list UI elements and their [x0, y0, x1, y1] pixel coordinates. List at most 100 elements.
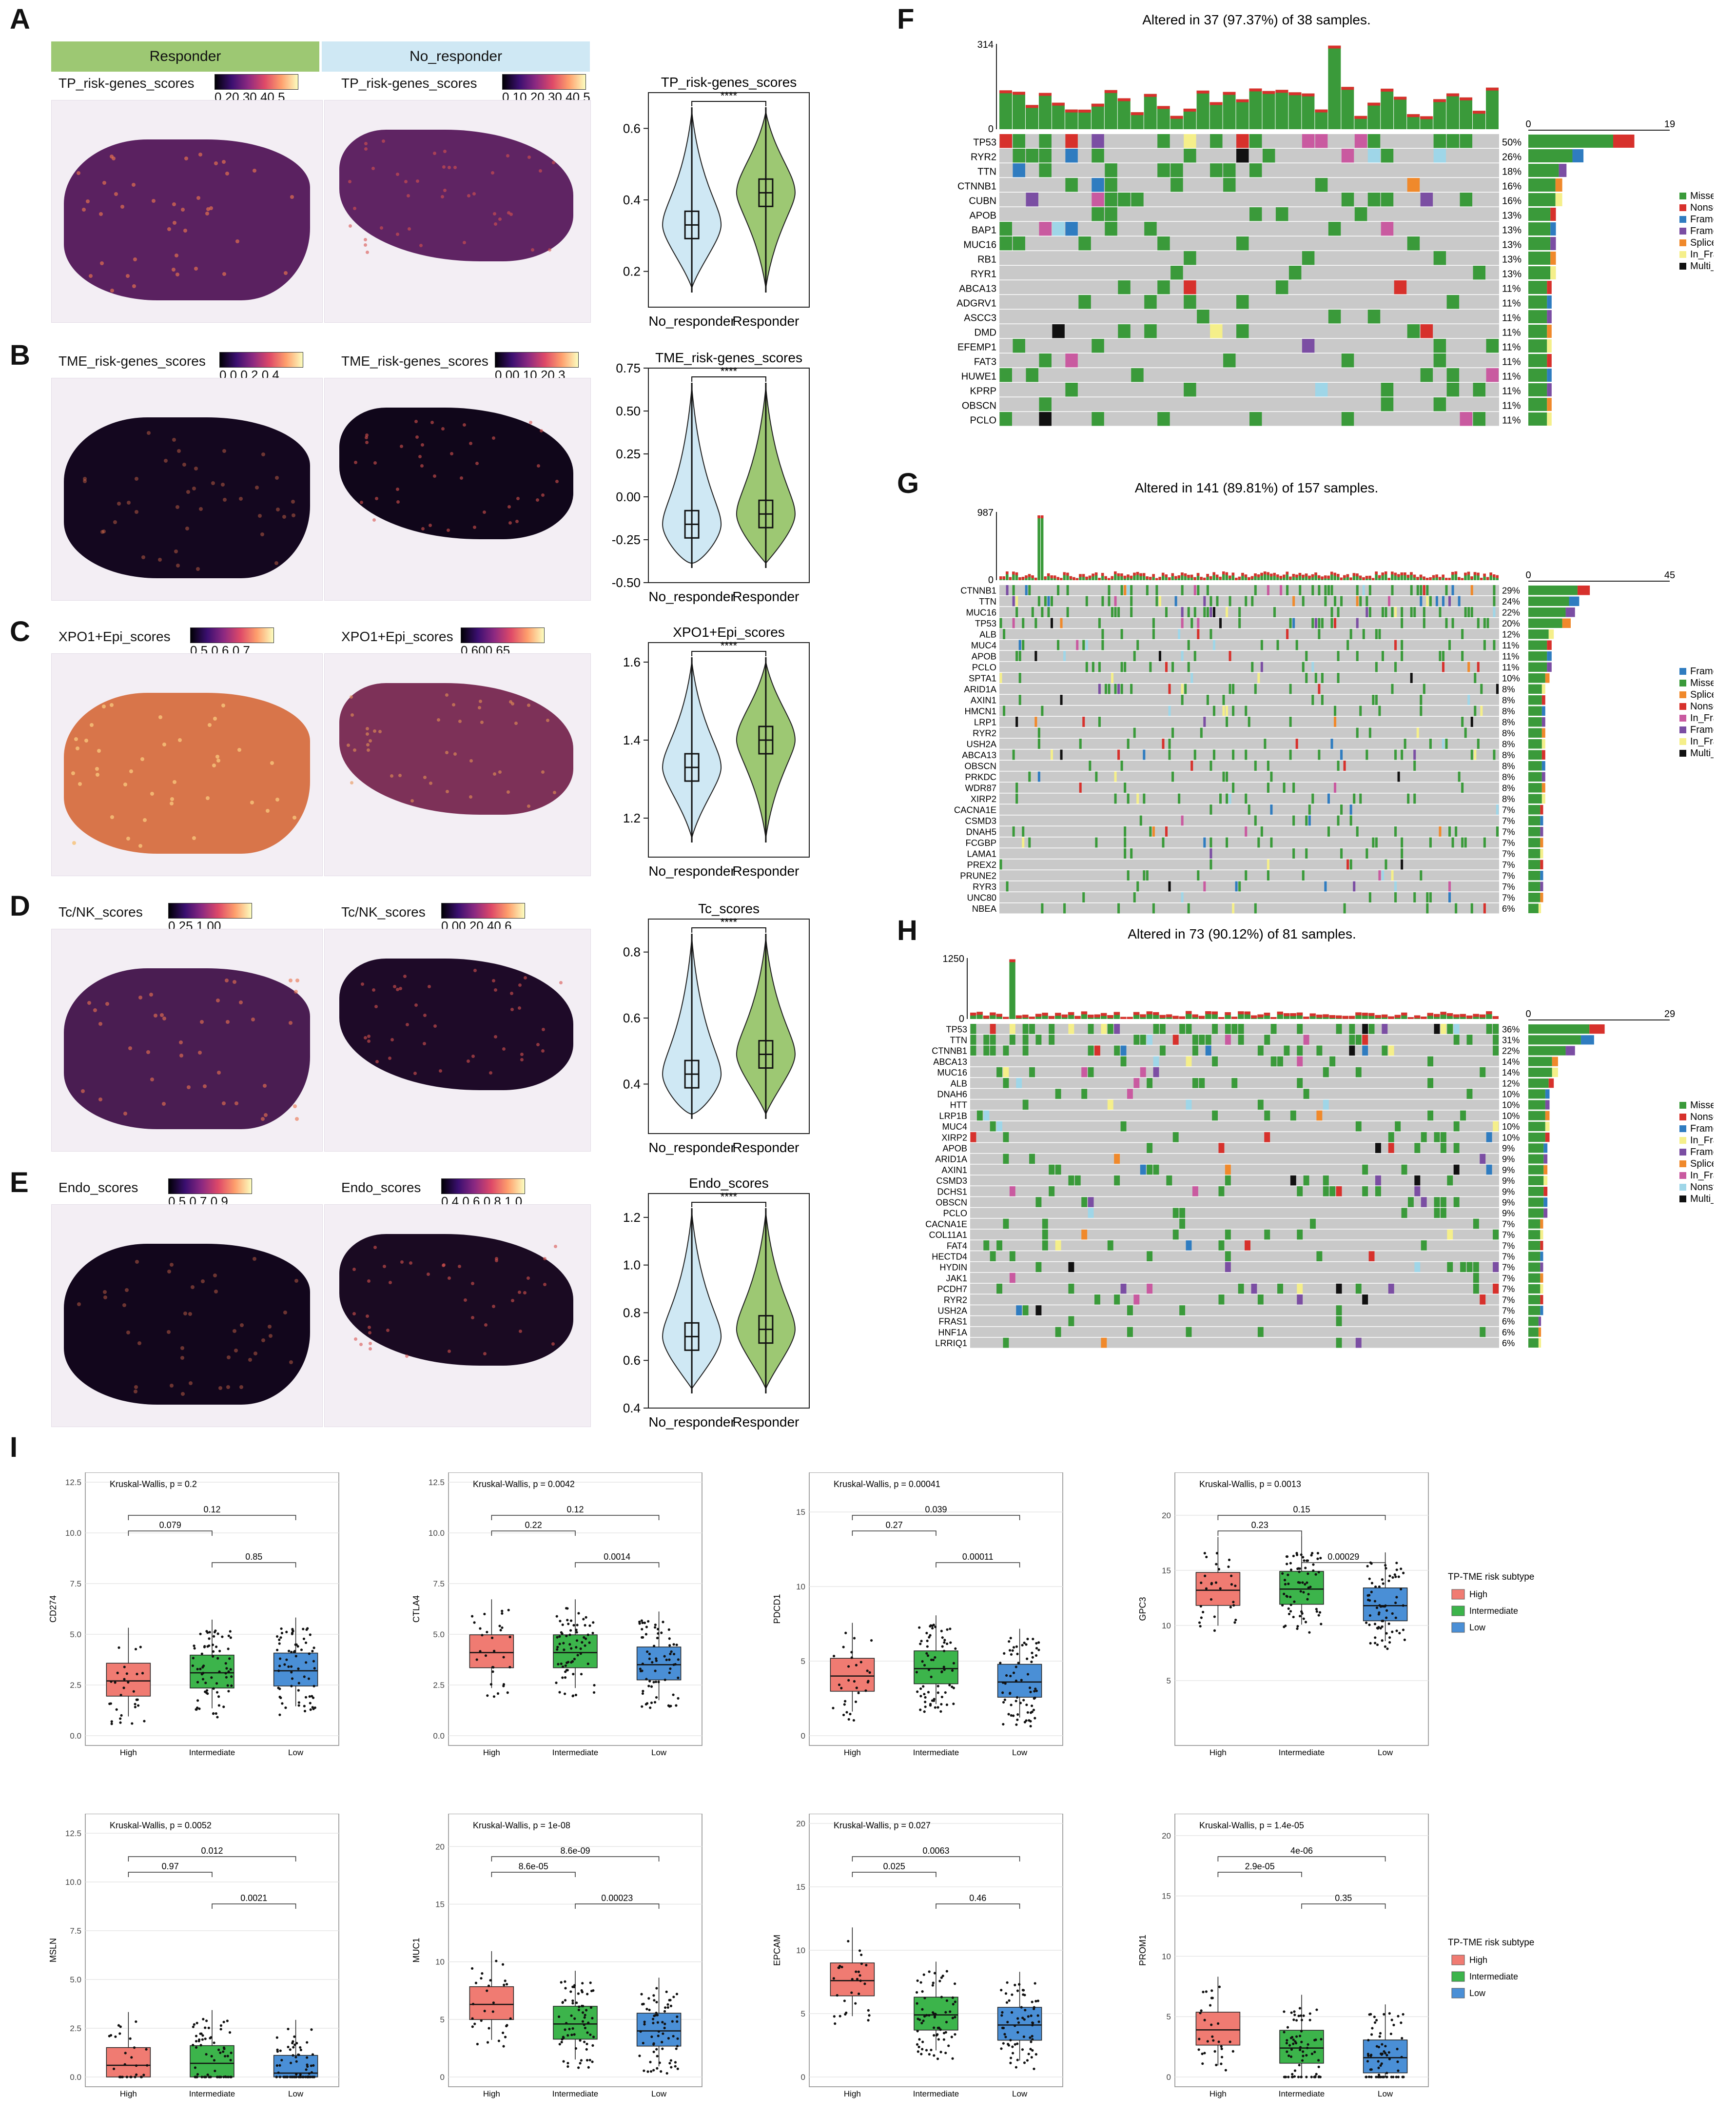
tissue-spot: [371, 167, 375, 171]
mutation-cell: [1413, 607, 1416, 617]
mutation-cell: [1349, 1035, 1355, 1045]
boxplot-point: [127, 1681, 130, 1684]
mutation-cell: [1257, 837, 1260, 848]
boxplot-point: [215, 1646, 218, 1648]
boxplot-ytick: 15: [1162, 1566, 1171, 1575]
gene-pct: 11%: [1502, 342, 1521, 353]
mutation-cell: [1101, 1337, 1107, 1348]
mutation-cell: [1179, 1218, 1186, 1229]
boxplot-point: [1286, 2026, 1289, 2029]
mutation-cell: [1388, 1143, 1394, 1153]
boxplot-point: [591, 2017, 594, 2019]
tissue-spot: [250, 800, 254, 804]
gene-row-bg: [999, 881, 1499, 892]
boxplot-point: [195, 2076, 198, 2078]
tissue-spot: [518, 983, 522, 987]
mutation-cell: [1079, 783, 1082, 793]
mutation-cell: [1120, 1283, 1127, 1294]
tmb-bar-top: [1088, 1015, 1094, 1018]
boxplot-point: [920, 1640, 923, 1643]
mutation-cell: [1174, 596, 1177, 607]
mutation-cell: [1493, 1024, 1499, 1034]
boxplot-point: [479, 1627, 482, 1630]
boxplot-point: [1198, 1621, 1201, 1624]
mutation-cell: [1013, 149, 1025, 163]
tissue-spot: [389, 1281, 392, 1285]
boxplot-point: [1318, 1611, 1322, 1614]
gene-row-bg: [970, 1218, 1499, 1229]
gene-pct: 8%: [1502, 794, 1515, 804]
mutation-cell: [1451, 618, 1454, 628]
boxplot-point: [1231, 2050, 1234, 2053]
boxplot-point: [855, 1970, 858, 1973]
gene-pct: 10%: [1502, 673, 1520, 684]
mutation-cell: [1467, 662, 1470, 672]
tissue-spot: [176, 564, 180, 568]
mutation-cell: [1107, 1024, 1113, 1034]
boxplot-ytick: 10: [796, 1582, 805, 1591]
boxplot-point: [591, 2060, 594, 2063]
tissue-spot: [128, 1046, 132, 1051]
tmb-bar-top: [1048, 1016, 1055, 1019]
tissue-spot: [110, 288, 115, 293]
boxplot-point: [311, 1695, 313, 1698]
tmb-bar: [1196, 90, 1209, 129]
boxplot-point: [868, 1671, 871, 1674]
tissue-spot: [295, 1117, 299, 1121]
tissue-spot: [396, 173, 400, 176]
tissue-spot: [350, 781, 354, 784]
boxplot-ytick: 7.5: [433, 1579, 445, 1588]
tmb-bar: [1381, 572, 1384, 580]
boxplot-point: [1317, 1614, 1320, 1617]
mutation-cell: [1264, 1035, 1270, 1045]
boxplot-point: [1283, 1579, 1287, 1582]
mutation-cell: [1413, 749, 1416, 760]
tmb-bar-top: [1123, 575, 1127, 579]
boxplot-pvalue: 0.15: [1293, 1505, 1310, 1514]
tmb-bar: [1225, 572, 1229, 580]
boxplot-point: [952, 1703, 955, 1705]
boxplot-point: [281, 1702, 284, 1705]
boxplot-point: [930, 1658, 933, 1662]
mutation-cell: [1446, 295, 1460, 309]
boxplot-point: [1366, 1594, 1369, 1597]
boxplot-point: [1403, 1638, 1406, 1642]
boxplot-point: [285, 1658, 288, 1661]
boxplot-point: [584, 1637, 587, 1640]
boxplot-point: [655, 1657, 658, 1660]
tmb-bar: [1196, 573, 1200, 580]
boxplot-point: [1284, 1583, 1287, 1586]
boxplot-point: [308, 1652, 311, 1655]
side-bar-other: [1540, 1252, 1543, 1261]
gene-row-bg: [999, 236, 1499, 251]
tmb-bar: [1161, 572, 1165, 580]
tissue-spot: [390, 1038, 394, 1041]
gene-row-bg: [999, 739, 1499, 749]
boxplot-point: [1016, 2017, 1019, 2020]
mutation-cell: [1385, 607, 1387, 617]
tmb-bar: [1275, 90, 1288, 129]
mutation-cell: [1257, 1294, 1264, 1305]
tissue-spot: [367, 1279, 371, 1283]
boxplot-point: [864, 1689, 867, 1692]
mutation-cell: [1337, 651, 1340, 661]
spatial-right-score-label: XPO1+Epi_scores: [341, 629, 453, 644]
oncoplot-H: Altered in 73 (90.12%) of 81 samples.125…: [925, 929, 1714, 1348]
tissue-spot: [199, 1019, 204, 1024]
boxplot-point: [564, 1692, 566, 1695]
boxplot-point: [1368, 1614, 1372, 1617]
tissue-spot: [289, 1360, 293, 1365]
mutation-cell: [1117, 607, 1120, 617]
mutation-cell: [1493, 1035, 1499, 1045]
tmb-bar-top: [1006, 571, 1009, 575]
boxplot-point: [475, 1658, 478, 1661]
mutation-cell: [1365, 749, 1368, 760]
tmb-bar-top: [1388, 1016, 1394, 1019]
gene-row-bg: [999, 280, 1499, 294]
boxplot-point: [1396, 2060, 1399, 2063]
tissue-spot: [354, 461, 358, 465]
boxplot-point: [933, 2034, 936, 2037]
boxplot-point: [291, 1632, 293, 1635]
gene-pct: 22%: [1502, 1046, 1520, 1056]
boxplot-point: [1367, 2076, 1371, 2078]
